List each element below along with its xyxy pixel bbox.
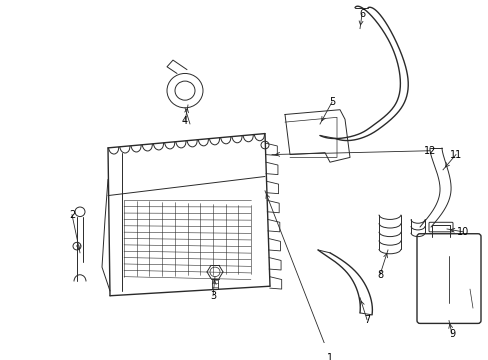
Text: 3: 3 (209, 291, 216, 301)
Text: 8: 8 (376, 270, 382, 280)
Text: 1: 1 (326, 353, 332, 360)
Text: 11: 11 (449, 149, 461, 159)
Text: 9: 9 (448, 329, 454, 339)
Text: 10: 10 (456, 227, 468, 237)
Text: 6: 6 (358, 9, 365, 19)
Text: 12: 12 (423, 146, 435, 156)
Text: 7: 7 (363, 315, 369, 325)
Text: 4: 4 (182, 116, 188, 126)
Text: 2: 2 (69, 210, 75, 220)
Text: 5: 5 (328, 97, 334, 107)
